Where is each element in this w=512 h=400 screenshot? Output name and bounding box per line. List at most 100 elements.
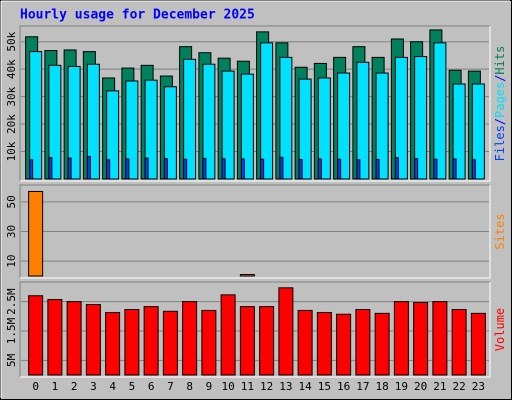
bar: [124, 309, 140, 376]
bar: [279, 156, 284, 180]
bar: [355, 309, 371, 376]
x-tick-label: 16: [337, 380, 350, 393]
bar: [144, 157, 149, 180]
x-tick-label: 19: [395, 380, 408, 393]
bar: [28, 190, 44, 277]
x-tick-label: 20: [414, 380, 427, 393]
bar: [413, 301, 429, 376]
bar: [106, 159, 111, 180]
bar: [239, 306, 255, 376]
bar: [374, 312, 390, 376]
bar: [260, 42, 274, 180]
x-tick-label: 1: [52, 380, 59, 393]
bar: [452, 83, 466, 180]
bar: [48, 64, 62, 180]
bar: [471, 159, 476, 180]
bar: [29, 51, 43, 180]
x-tick-label: 8: [186, 380, 193, 393]
bar: [163, 86, 177, 180]
bar: [279, 56, 293, 180]
y-tick-label: 10k: [5, 141, 18, 161]
bar: [202, 157, 207, 180]
bar: [470, 312, 486, 376]
bar: [106, 90, 120, 180]
bar: [356, 159, 361, 180]
bar: [66, 301, 82, 376]
x-tick-label: 6: [148, 380, 155, 393]
legend-separator: /: [493, 118, 507, 125]
x-tick-label: 13: [279, 380, 292, 393]
bar: [125, 80, 139, 180]
x-tick-label: 21: [433, 380, 446, 393]
plot-bevel: [20, 185, 491, 279]
bar: [451, 309, 467, 376]
legend-separator: /: [493, 75, 507, 82]
x-tick-label: 15: [318, 380, 331, 393]
bar: [298, 78, 312, 180]
y-tick-label: 30: [5, 225, 18, 238]
bar: [221, 158, 226, 180]
bar: [240, 73, 254, 180]
y-tick-label: 5M: [5, 353, 18, 367]
bar: [143, 306, 159, 376]
bar: [433, 42, 447, 180]
bar: [48, 157, 53, 180]
y-tick-label: 2.5M: [5, 288, 18, 315]
legend: Sites: [493, 213, 507, 249]
bar: [183, 58, 197, 180]
bar: [67, 157, 72, 180]
y-tick-label: 1.5M: [5, 317, 18, 344]
bar: [317, 158, 322, 180]
bar: [433, 158, 438, 180]
plot-bevel: [19, 281, 490, 377]
x-tick-label: 12: [260, 380, 273, 393]
y-tick-label: 10: [5, 255, 18, 268]
bar: [239, 274, 255, 277]
bar: [85, 304, 101, 376]
bar: [471, 83, 485, 180]
bar: [201, 309, 217, 376]
bar: [67, 65, 81, 180]
bar: [356, 61, 370, 180]
bar: [414, 56, 428, 180]
bar: [297, 309, 313, 376]
x-tick-label: 4: [109, 380, 116, 393]
bar: [337, 72, 351, 180]
bar: [260, 158, 265, 180]
bar: [86, 155, 91, 180]
plot-bevel: [20, 282, 491, 378]
bar: [202, 63, 216, 180]
plot-bevel: [20, 26, 491, 182]
legend: Volume: [493, 308, 507, 351]
bar: [298, 159, 303, 180]
x-tick-label: 0: [32, 380, 39, 393]
bar: [162, 310, 178, 376]
x-tick-label: 14: [299, 380, 313, 393]
bar: [278, 287, 294, 376]
bar: [220, 294, 236, 376]
bar: [259, 306, 275, 376]
x-tick-label: 18: [376, 380, 389, 393]
x-tick-label: 7: [167, 380, 174, 393]
bar: [125, 158, 130, 180]
bar: [414, 158, 419, 180]
y-tick-label: 40k: [5, 59, 18, 79]
x-tick-label: 17: [356, 380, 369, 393]
bar: [221, 70, 235, 180]
y-tick-label: 50k: [5, 31, 18, 51]
bar: [375, 72, 389, 180]
y-tick-label: 20k: [5, 114, 18, 134]
x-tick-label: 22: [453, 380, 466, 393]
legend-entry: Sites: [493, 213, 507, 249]
bar: [316, 311, 332, 376]
bar: [375, 159, 380, 180]
x-tick-label: 2: [71, 380, 78, 393]
plot-bevel: [19, 25, 490, 181]
bar: [394, 157, 399, 180]
x-tick-label: 3: [90, 380, 97, 393]
bar: [393, 301, 409, 376]
legend-entry: Volume: [493, 308, 507, 351]
bar: [394, 56, 408, 180]
